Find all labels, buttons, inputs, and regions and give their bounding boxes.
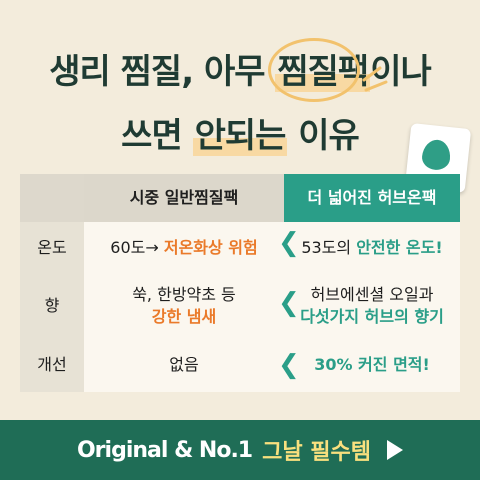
market-emph: 강한 냄새 — [151, 307, 217, 326]
herb-cell: 30% 커진 면적! — [284, 338, 460, 392]
footer-banner[interactable]: Original & No.1 그날 필수템 — [0, 420, 480, 480]
market-plain: 쑥, 한방약초 등 — [132, 285, 236, 304]
row-label: 온도 — [20, 222, 84, 274]
table-row: 온도 60도→ 저온화상 위험 53도의 안전한 온도! — [20, 222, 460, 274]
drop-icon — [420, 138, 452, 172]
herb-emph: 안전한 온도! — [356, 238, 443, 257]
herb-emph: 다섯가지 허브의 향기 — [300, 307, 444, 326]
header-corner — [20, 174, 84, 222]
headline-line-2: 쓰면 안되는 이유 — [0, 108, 480, 157]
herb-plain: 53도의 — [301, 238, 357, 257]
row-label: 향 — [20, 274, 84, 338]
headline-text: 생리 찜질, 아무 — [49, 52, 276, 92]
chevron-left-icon: ❮ — [278, 350, 300, 380]
header-herb: 더 넓어진 허브온팩 — [284, 174, 460, 222]
headline-text: 쓰면 — [121, 116, 193, 156]
brand-text: Original & No.1 — [76, 437, 253, 463]
table-header-row: 시중 일반찜질팩 더 넓어진 허브온팩 — [20, 174, 460, 222]
headline-text: 이유 — [287, 116, 360, 156]
sparkle-rays-icon — [362, 66, 388, 92]
herb-plain: 허브에센셜 오일과 — [310, 285, 434, 304]
headline-highlight: 안되는 — [192, 116, 288, 156]
market-plain: 60도→ — [110, 238, 164, 257]
table-row: 개선 없음 30% 커진 면적! — [20, 338, 460, 392]
market-cell: 없음 — [84, 338, 284, 392]
headline-line-1: 생리 찜질, 아무 찜질팩이나 — [0, 44, 480, 93]
circle-highlight — [268, 38, 360, 102]
herb-cell: 53도의 안전한 온도! — [284, 222, 460, 274]
play-arrow-icon — [387, 440, 403, 460]
chevron-left-icon: ❮ — [278, 228, 300, 258]
herb-emph: 30% 커진 면적! — [314, 355, 430, 374]
row-label: 개선 — [20, 338, 84, 392]
header-market: 시중 일반찜질팩 — [84, 174, 284, 222]
accent-text: 그날 필수템 — [262, 440, 371, 465]
market-emph: 저온화상 위험 — [163, 238, 258, 257]
market-cell: 60도→ 저온화상 위험 — [84, 222, 284, 274]
market-plain: 없음 — [169, 355, 199, 374]
chevron-left-icon: ❮ — [278, 288, 300, 318]
comparison-table: 시중 일반찜질팩 더 넓어진 허브온팩 온도 60도→ 저온화상 위험 53도의… — [20, 174, 460, 392]
